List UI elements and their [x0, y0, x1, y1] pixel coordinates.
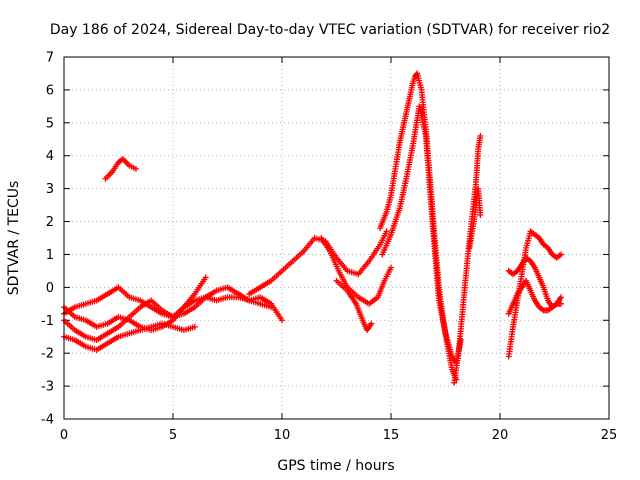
series-arc-15	[505, 277, 565, 317]
series-arc-5	[102, 156, 139, 182]
x-axis-label: GPS time / hours	[277, 458, 394, 474]
y-tick-label: 7	[46, 51, 54, 66]
data-point	[132, 165, 139, 172]
y-axis-label: SDTVAR / TECUs	[6, 181, 22, 296]
series-arc-6	[246, 228, 390, 297]
series-arc-1	[61, 284, 285, 324]
x-tick-label: 20	[492, 428, 509, 443]
chart-title: Day 186 of 2024, Sidereal Day-to-day VTE…	[50, 22, 610, 38]
x-tick-label: 15	[383, 428, 400, 443]
data-point	[388, 264, 394, 271]
y-tick-label: -4	[41, 413, 54, 428]
data-point	[191, 323, 198, 330]
series-arc-11	[451, 132, 484, 386]
x-tick-label: 5	[169, 428, 177, 443]
data-point	[477, 211, 484, 218]
data-point	[202, 274, 209, 281]
y-tick-label: -1	[41, 314, 54, 329]
x-tick-label: 0	[60, 428, 68, 443]
y-tick-label: 1	[46, 248, 54, 263]
tick-labels-layer: 0 5 10 15 20 25 -4 -3 -2 -1 0 1 2 3 4 5 6 7	[41, 51, 617, 444]
data-point	[558, 251, 565, 258]
data-point	[558, 300, 565, 307]
grid-layer	[64, 57, 609, 419]
x-tick-label: 25	[601, 428, 618, 443]
data-point	[383, 228, 390, 235]
data-point	[279, 317, 285, 324]
x-tick-label: 10	[274, 428, 291, 443]
data-point	[558, 294, 565, 301]
series-arc-10	[379, 103, 464, 367]
y-tick-label: 3	[46, 182, 54, 197]
series-arc-8	[333, 277, 375, 334]
y-tick-label: 0	[46, 281, 54, 296]
y-tick-label: -2	[41, 347, 54, 362]
y-tick-label: 5	[46, 116, 54, 131]
y-tick-label: 4	[46, 149, 54, 164]
y-tick-label: 6	[46, 83, 54, 98]
series-arc-12	[466, 185, 484, 251]
data-point	[268, 304, 275, 311]
series-arc-2	[61, 284, 275, 344]
data-point	[413, 71, 420, 78]
data-points-layer	[61, 70, 565, 386]
y-tick-label: 2	[46, 215, 54, 230]
plot-frame	[63, 56, 610, 420]
y-tick-label: -3	[41, 380, 54, 395]
data-point	[368, 320, 375, 327]
data-point	[477, 132, 484, 139]
